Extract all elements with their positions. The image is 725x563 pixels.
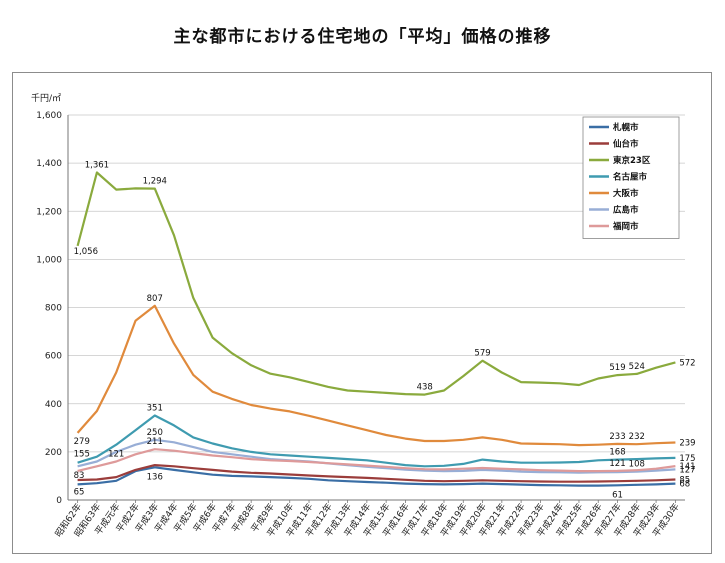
data-label: 168 [609,448,625,458]
y-tick-label: 0 [56,496,62,506]
y-tick-label: 1,400 [36,159,62,169]
data-label: 121 [108,450,124,460]
chart-title: 主な都市における住宅地の「平均」価格の推移 [173,27,552,47]
legend-label: 札幌市 [612,122,639,133]
y-tick-label: 1,000 [36,255,62,265]
data-label: 121 [609,459,625,469]
series-line-4 [77,414,676,468]
series-line-7 [77,448,676,473]
y-tick-label: 400 [45,400,62,410]
legend-label: 東京23区 [613,155,651,166]
data-label: 211 [147,437,163,447]
legend-label: 広島市 [613,205,639,216]
data-label: 1,056 [74,247,98,257]
data-label: 108 [629,460,645,470]
y-tick-label: 600 [45,352,62,362]
data-label: 1,361 [85,161,109,171]
data-label: 807 [147,294,163,304]
data-label: 232 [629,432,645,442]
y-tick-label: 800 [45,304,62,314]
data-label: 127 [679,465,695,475]
legend-label: 大阪市 [613,188,639,199]
data-label: 233 [609,432,625,442]
chart-frame: 千円/㎡ 0 200 400 600 800 1,000 1,200 1,400 1,600 昭和6… [12,72,712,554]
data-label: 438 [417,383,433,393]
data-label: 279 [74,437,90,447]
series-line-2 [77,464,676,483]
series-line-5 [76,304,676,447]
data-label: 65 [74,487,85,497]
y-tick-label: 1,600 [36,111,62,121]
y-tick-label: 200 [45,448,62,458]
data-label: 175 [679,454,695,464]
data-label: 239 [679,438,695,448]
data-label: 83 [74,471,85,481]
y-tick-label: 1,200 [36,207,62,217]
data-label: 155 [74,450,90,460]
data-label: 1,294 [143,177,167,187]
data-label: 141 [679,462,695,472]
data-label: 351 [147,404,163,414]
line-chart: 千円/㎡02004006008001,0001,2001,4001,600昭和6… [31,93,696,539]
y-axis-label: 千円/㎡ [31,93,61,104]
legend-label: 名古屋市 [613,172,648,183]
data-label: 579 [474,349,490,359]
data-label: 250 [147,428,163,438]
series-line-3 [76,171,676,396]
legend-label: 仙台市 [613,139,639,150]
data-label: 61 [612,490,623,500]
legend-label: 福岡市 [612,221,639,232]
data-label: 68 [679,480,690,490]
data-label: 85 [679,476,690,486]
data-label: 136 [147,472,163,482]
data-label: 524 [629,362,645,372]
series-line-1 [77,466,676,487]
data-label: 572 [679,358,695,368]
data-label: 519 [609,363,625,373]
series-line-6 [77,438,676,474]
